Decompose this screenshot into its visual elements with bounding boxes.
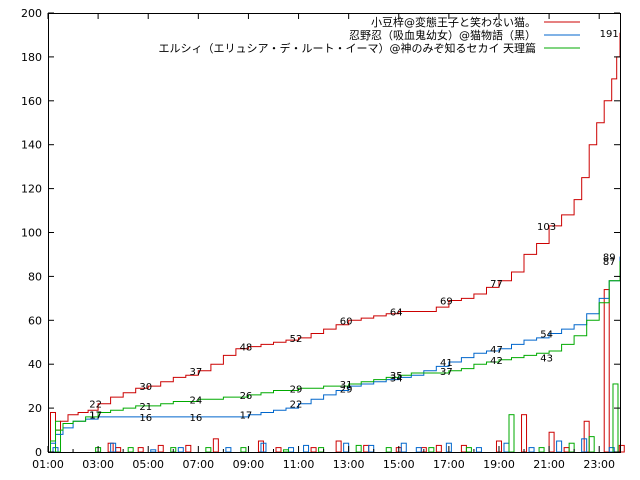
data-label: 64 <box>390 308 403 319</box>
x-tick-label: 09:00 <box>233 458 265 471</box>
y-tick-label: 120 <box>21 183 42 196</box>
data-label: 42 <box>490 356 503 367</box>
y-tick-label: 60 <box>28 314 42 327</box>
data-label: 54 <box>540 329 553 340</box>
x-tick-label: 03:00 <box>82 458 114 471</box>
data-label: 52 <box>290 334 303 345</box>
y-tick-label: 100 <box>21 227 42 240</box>
data-label: 29 <box>340 384 353 395</box>
x-tick-label: 01:00 <box>32 458 64 471</box>
data-label: 17 <box>89 411 102 422</box>
y-tick-label: 200 <box>21 7 42 20</box>
y-tick-label: 20 <box>28 402 42 415</box>
legend: 小豆梓@変態王子と笑わない猫。忍野忍（吸血鬼幼女）@猫物語（黒）エルシィ（エリュ… <box>159 15 580 55</box>
legend-label: エルシィ（エリュシア・デ・ルート・イーマ）@神のみぞ知るセカイ 天理篇 <box>159 41 537 55</box>
data-label: 103 <box>537 222 556 233</box>
x-tick-label: 07:00 <box>182 458 214 471</box>
x-tick-label: 19:00 <box>483 458 515 471</box>
series-line <box>48 32 621 453</box>
data-label: 77 <box>490 279 503 290</box>
y-tick-label: 140 <box>21 139 42 152</box>
data-label: 31 <box>340 380 353 391</box>
data-label: 30 <box>139 382 152 393</box>
data-label: 89 <box>603 253 616 264</box>
x-tick-label: 17:00 <box>433 458 465 471</box>
data-label: 60 <box>340 316 353 327</box>
x-tick-label: 13:00 <box>333 458 365 471</box>
data-label: 41 <box>440 358 453 369</box>
data-label: 35 <box>390 371 403 382</box>
x-tick-label: 05:00 <box>132 458 164 471</box>
x-tick-label: 23:00 <box>583 458 615 471</box>
data-label: 43 <box>540 354 553 365</box>
data-label: 22 <box>290 400 303 411</box>
y-tick-label: 180 <box>21 51 42 64</box>
data-label: 47 <box>490 345 503 356</box>
data-label: 37 <box>189 367 202 378</box>
hourly-bar <box>618 444 625 453</box>
data-label: 37 <box>440 367 453 378</box>
x-tick-label: 15:00 <box>383 458 415 471</box>
x-tick-label: 11:00 <box>283 458 315 471</box>
data-label: 29 <box>290 384 303 395</box>
data-label: 34 <box>390 373 403 384</box>
y-tick-label: 0 <box>35 446 42 459</box>
data-label: 191 <box>600 29 619 40</box>
data-label: 17 <box>240 411 253 422</box>
data-label: 69 <box>440 297 453 308</box>
data-label: 16 <box>139 413 152 424</box>
data-label: 21 <box>139 402 152 413</box>
data-label: 26 <box>240 391 253 402</box>
cumulative-lines <box>48 32 621 453</box>
data-label: 16 <box>189 413 202 424</box>
y-tick-label: 160 <box>21 95 42 108</box>
data-label: 48 <box>240 343 253 354</box>
data-label: 22 <box>89 400 102 411</box>
data-label: 24 <box>189 395 202 406</box>
x-tick-label: 21:00 <box>533 458 565 471</box>
legend-label: 小豆梓@変態王子と笑わない猫。 <box>371 15 536 29</box>
data-label: 87 <box>603 257 616 268</box>
series-line <box>48 261 621 453</box>
y-tick-label: 80 <box>28 270 42 283</box>
legend-label: 忍野忍（吸血鬼幼女）@猫物語（黒） <box>349 28 536 42</box>
y-tick-label: 40 <box>28 358 42 371</box>
axes: 0 20 40 60 80 100 120 140 160 180 200 01:00 03:00 05:… <box>21 7 620 471</box>
data-label: 17 <box>89 411 102 422</box>
